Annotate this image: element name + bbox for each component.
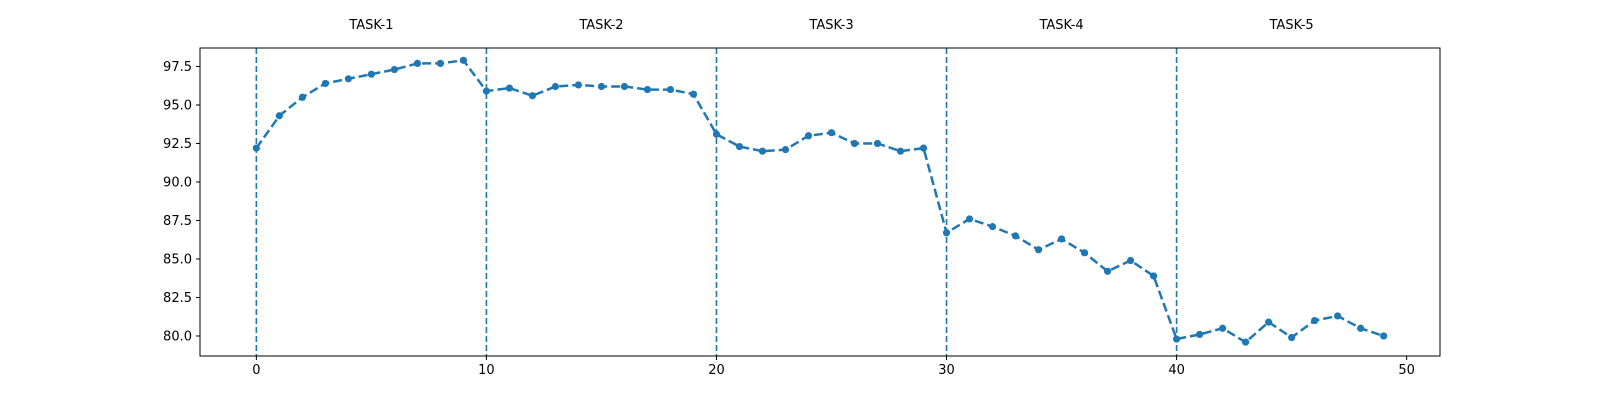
y-tick-label: 92.5 xyxy=(163,137,192,152)
plot-frame xyxy=(199,47,1441,357)
data-point xyxy=(505,84,514,92)
data-point xyxy=(390,65,398,74)
data-point xyxy=(436,59,445,67)
task-label: TASK-5 xyxy=(1269,18,1314,33)
y-tick-label: 95.0 xyxy=(163,98,192,113)
series-group xyxy=(252,56,1388,346)
y-tick-label: 80.0 xyxy=(163,329,192,344)
task-boundary-lines xyxy=(255,48,1178,356)
data-point xyxy=(1380,332,1388,340)
data-point xyxy=(1334,312,1342,320)
data-point xyxy=(666,85,675,94)
data-point xyxy=(919,144,928,152)
data-point xyxy=(689,90,698,98)
x-axis: 0 10 20 30 40 50 xyxy=(252,356,1415,378)
x-tick-label: 30 xyxy=(938,363,955,378)
data-point xyxy=(298,93,306,101)
x-tick-label: 0 xyxy=(252,363,260,378)
data-point xyxy=(1126,256,1135,265)
data-point xyxy=(459,56,468,64)
data-point xyxy=(1265,318,1273,326)
data-point xyxy=(1242,338,1250,346)
data-point xyxy=(873,139,882,148)
y-tick-label: 90.0 xyxy=(163,175,192,190)
data-point xyxy=(850,139,859,148)
data-point xyxy=(1218,324,1227,332)
x-tick-label: 10 xyxy=(478,363,495,378)
task-label: TASK-2 xyxy=(578,18,623,33)
data-point xyxy=(827,129,836,137)
data-point xyxy=(1149,272,1158,280)
data-point xyxy=(482,87,491,95)
data-point xyxy=(551,82,560,91)
x-tick-label: 40 xyxy=(1168,363,1185,378)
task-label: TASK-4 xyxy=(1038,18,1083,33)
data-point xyxy=(1034,246,1043,254)
data-point xyxy=(528,92,537,100)
data-point xyxy=(574,81,583,89)
data-point xyxy=(344,75,352,83)
data-point xyxy=(620,82,629,91)
data-point xyxy=(1195,330,1204,339)
data-point xyxy=(1080,249,1089,257)
data-point xyxy=(1357,324,1365,332)
data-point xyxy=(781,146,790,154)
data-point xyxy=(1103,267,1112,275)
data-point xyxy=(758,147,767,155)
x-tick-label: 50 xyxy=(1398,363,1415,378)
data-point xyxy=(712,130,721,138)
task-label: TASK-1 xyxy=(348,18,393,33)
data-point xyxy=(413,59,422,67)
y-tick-label: 97.5 xyxy=(163,60,192,75)
task-labels: TASK-1 TASK-2 TASK-3 TASK-4 TASK-5 xyxy=(348,18,1313,33)
y-tick-label: 85.0 xyxy=(163,252,192,267)
data-point xyxy=(1311,316,1319,325)
data-point xyxy=(321,79,329,88)
data-point xyxy=(988,223,997,231)
data-point xyxy=(367,70,375,78)
data-point xyxy=(1057,235,1066,243)
data-point xyxy=(1288,333,1296,342)
data-point xyxy=(804,132,813,140)
x-tick-label: 20 xyxy=(708,363,725,378)
series-line xyxy=(255,59,1385,344)
data-point xyxy=(643,85,652,94)
data-point xyxy=(1172,335,1181,343)
data-point xyxy=(1011,232,1020,240)
y-tick-label: 87.5 xyxy=(163,214,192,229)
y-axis: 80.0 82.5 85.0 87.5 90.0 92.5 95.0 97.5 xyxy=(163,60,200,344)
data-point xyxy=(597,82,606,91)
y-tick-label: 82.5 xyxy=(163,291,192,306)
data-point xyxy=(942,229,951,237)
data-point xyxy=(252,144,260,152)
data-point xyxy=(965,215,974,223)
task-label: TASK-3 xyxy=(808,18,853,33)
data-point xyxy=(275,112,283,120)
data-point xyxy=(896,147,905,155)
data-point xyxy=(735,142,744,151)
